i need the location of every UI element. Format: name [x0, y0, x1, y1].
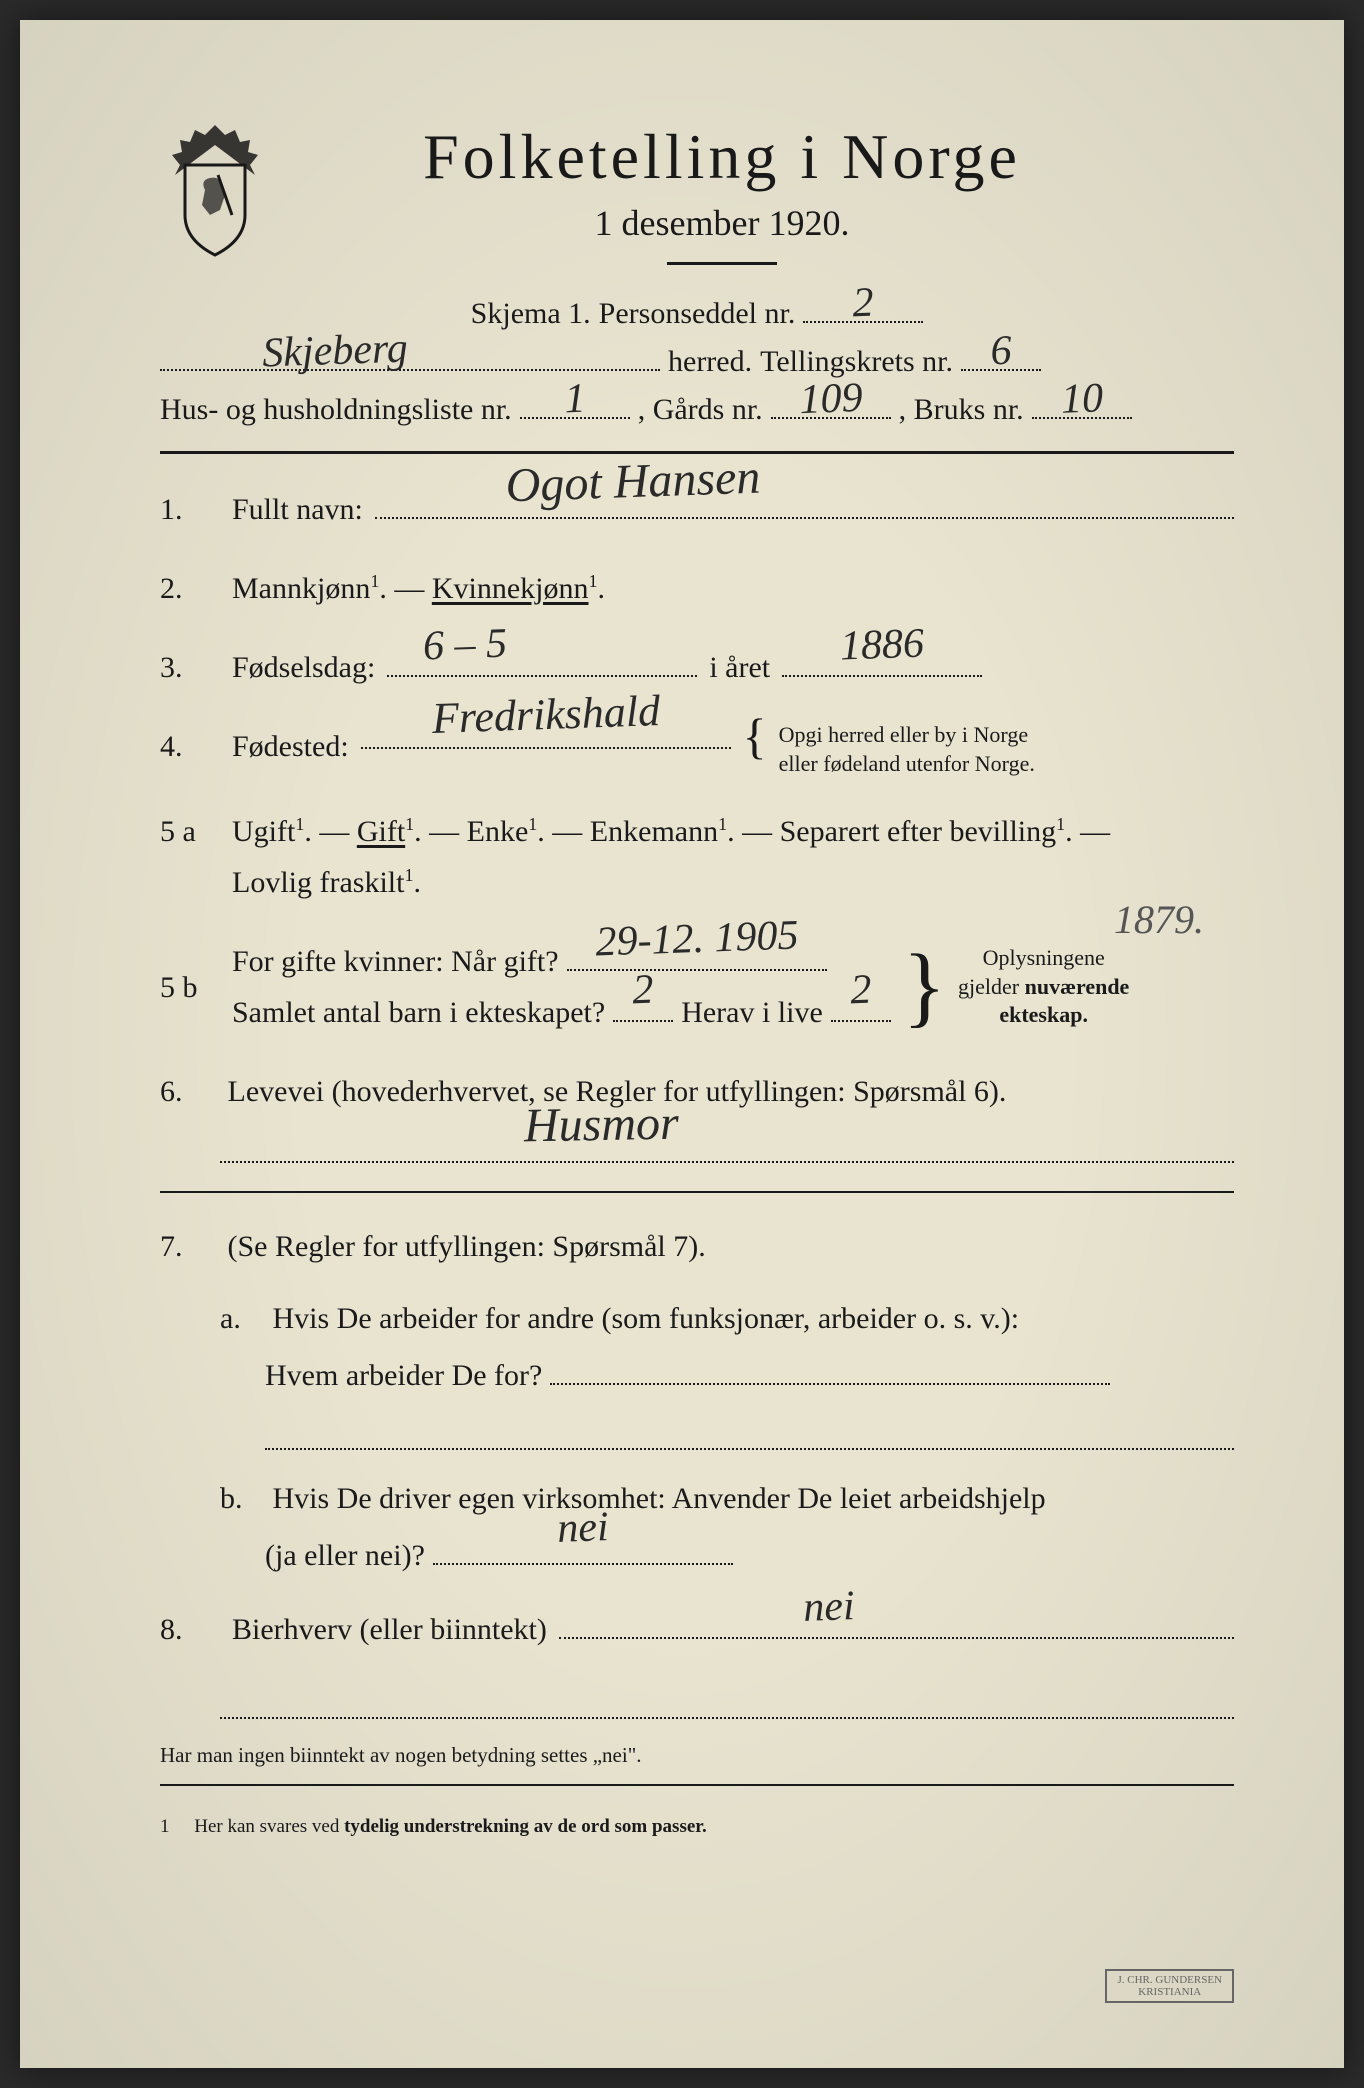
- q7b-l1: Hvis De driver egen virksomhet: Anvender…: [273, 1482, 1046, 1515]
- stamp-l1: J. CHR. GUNDERSEN: [1117, 1974, 1222, 1986]
- q6-num: 6.: [160, 1066, 220, 1117]
- q3-label: Fødselsdag:: [232, 642, 375, 693]
- q5a-gift: Gift: [357, 815, 405, 848]
- q2-num: 2.: [160, 563, 220, 614]
- q5b-num: 5 b: [160, 962, 220, 1013]
- footnote-rule: [160, 1784, 1234, 1786]
- q5b-note-l1: Oplysningene: [983, 945, 1105, 970]
- q7a: a. Hvis De arbeider for andre (som funks…: [220, 1290, 1234, 1450]
- q1-row: 1. Fullt navn: Ogot Hansen: [160, 484, 1234, 535]
- q4-label: Fødested:: [232, 721, 349, 772]
- q5b-row: 5 b For gifte kvinner: Når gift? 29-12. …: [160, 936, 1234, 1038]
- q7a-letter: a.: [220, 1290, 265, 1347]
- q7b: b. Hvis De driver egen virksomhet: Anven…: [220, 1470, 1234, 1584]
- q8-num: 8.: [160, 1604, 220, 1655]
- q5a-enke: Enke: [467, 815, 529, 848]
- q3-day: 6 – 5: [422, 608, 508, 682]
- q7-label: (Se Regler for utfyllingen: Spørsmål 7).: [228, 1230, 706, 1263]
- q5b-note: Oplysningene gjelder nuværende ekteskap.: [958, 944, 1129, 1030]
- footnote-main: Har man ingen biinntekt av nogen betydni…: [160, 1743, 1234, 1768]
- q5a-enkemann: Enkemann: [590, 815, 718, 848]
- q7a-l1: Hvis De arbeider for andre (som funksjon…: [273, 1302, 1020, 1335]
- q1-num: 1.: [160, 484, 220, 535]
- q5a-separert: Separert efter bevilling: [780, 815, 1057, 848]
- q3-num: 3.: [160, 642, 220, 693]
- header: Folketelling i Norge 1 desember 1920.: [160, 120, 1234, 265]
- q7-row: 7. (Se Regler for utfyllingen: Spørsmål …: [160, 1221, 1234, 1272]
- personseddel-nr: 2: [852, 279, 875, 328]
- q2-dash: —: [394, 572, 432, 605]
- printer-stamp: J. CHR. GUNDERSEN KRISTIANIA: [1105, 1969, 1234, 2003]
- herred-label: herred.: [668, 345, 752, 379]
- q4-num: 4.: [160, 721, 220, 772]
- page-subtitle: 1 desember 1920.: [310, 202, 1134, 244]
- gards-nr: 109: [798, 374, 863, 424]
- q5b-label2: Samlet antal barn i ekteskapet?: [232, 987, 605, 1038]
- q5b-label3: Herav i live: [681, 987, 823, 1038]
- footnote-small: 1 Her kan svares ved tydelig understrekn…: [160, 1816, 1234, 1838]
- bruks-label: , Bruks nr.: [899, 393, 1024, 427]
- q2-mann: Mannkjønn: [232, 572, 370, 605]
- gards-label: , Gårds nr.: [638, 393, 763, 427]
- q4-note-l1: Opgi herred eller by i Norge: [779, 722, 1028, 747]
- skjema-label: Skjema 1.: [471, 297, 591, 331]
- q7a-l2: Hvem arbeider De for?: [265, 1347, 542, 1404]
- q8-value: nei: [802, 1571, 856, 1644]
- stamp-l2: KRISTIANIA: [1138, 1986, 1201, 1998]
- title-block: Folketelling i Norge 1 desember 1920.: [310, 120, 1234, 265]
- title-rule: [667, 262, 777, 265]
- q7b-letter: b.: [220, 1470, 265, 1527]
- q2-row: 2. Mannkjønn1. — Kvinnekjønn1.: [160, 563, 1234, 614]
- q3-year: 1886: [839, 608, 925, 682]
- q4-row: 4. Fødested: Fredrikshald { Opgi herred …: [160, 721, 1234, 778]
- q6-value: Husmor: [523, 1082, 679, 1166]
- tellingskrets-nr: 6: [990, 327, 1013, 376]
- herred-value: Skjeberg: [262, 324, 409, 377]
- q5b-barn-live: 2: [849, 954, 872, 1026]
- q8-label: Bierhverv (eller biinntekt): [232, 1604, 547, 1655]
- q8-row: 8. Bierhverv (eller biinntekt) nei: [160, 1604, 1234, 1655]
- q6-row: 6. Levevei (hovederhvervet, se Regler fo…: [160, 1066, 1234, 1163]
- q1-label: Fullt navn:: [232, 484, 363, 535]
- q8-line2: [220, 1683, 1234, 1719]
- thin-rule: [160, 1191, 1234, 1193]
- q7-num: 7.: [160, 1221, 220, 1272]
- margin-year: 1879.: [1114, 896, 1204, 943]
- q5a-lovlig: Lovlig fraskilt: [232, 866, 404, 899]
- q7b-l2: (ja eller nei)?: [265, 1527, 425, 1584]
- q5a-ugift: Ugift: [232, 815, 295, 848]
- q3-row: 3. Fødselsdag: 6 – 5 i året 1886: [160, 642, 1234, 693]
- q5a-row: 5 a Ugift1. — Gift1. — Enke1. — Enkemann…: [160, 806, 1234, 908]
- q7b-value: nei: [556, 1489, 610, 1571]
- q5b-gift-date: 29-12. 1905: [594, 900, 799, 978]
- q5a-num: 5 a: [160, 806, 220, 857]
- q4-value: Fredrikshald: [430, 674, 661, 757]
- coat-of-arms-icon: [160, 120, 270, 260]
- census-form-page: Folketelling i Norge 1 desember 1920. Sk…: [20, 20, 1344, 2068]
- q1-value: Ogot Hansen: [504, 437, 761, 527]
- q5b-wrapper: 1879. 5 b For gifte kvinner: Når gift? 2…: [160, 936, 1234, 1038]
- personseddel-label: Personseddel nr.: [599, 297, 796, 331]
- husliste-label: Hus- og husholdningsliste nr.: [160, 393, 512, 427]
- q3-year-label: i året: [709, 642, 770, 693]
- brace-icon: }: [903, 951, 946, 1023]
- page-title: Folketelling i Norge: [310, 120, 1134, 194]
- q2-period: .: [597, 572, 605, 605]
- q4-note-l2: eller fødeland utenfor Norge.: [779, 751, 1035, 776]
- bruks-nr: 10: [1060, 374, 1104, 423]
- q2-kvinne: Kvinnekjønn: [432, 572, 589, 605]
- husliste-nr: 1: [563, 375, 586, 424]
- footnote-small-num: 1: [160, 1816, 170, 1837]
- form-meta: Skjema 1. Personseddel nr. 2 Skjeberg he…: [160, 295, 1234, 427]
- q5b-barn-total: 2: [631, 954, 654, 1026]
- q5b-label1: For gifte kvinner: Når gift?: [232, 936, 559, 987]
- q4-note: Opgi herred eller by i Norge eller fødel…: [779, 721, 1035, 778]
